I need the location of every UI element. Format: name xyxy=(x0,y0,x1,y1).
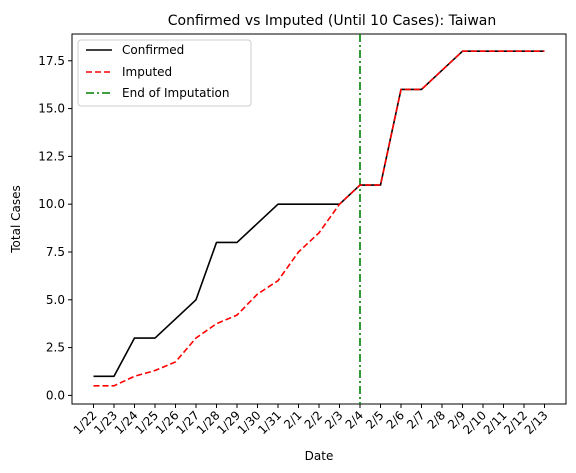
x-tick-label: 1/31 xyxy=(255,408,284,437)
x-tick-label: 2/2 xyxy=(302,408,326,432)
x-tick-label: 2/8 xyxy=(425,408,449,432)
y-tick-label: 12.5 xyxy=(38,149,65,163)
legend-label-confirmed: Confirmed xyxy=(122,43,184,57)
y-axis-title: Total Cases xyxy=(9,185,23,253)
y-tick-label: 15.0 xyxy=(38,102,65,116)
x-tick-label: 2/13 xyxy=(522,408,551,437)
x-tick-label: 2/5 xyxy=(363,408,387,432)
chart-title: Confirmed vs Imputed (Until 10 Cases): T… xyxy=(168,13,496,29)
series-layer xyxy=(93,34,545,404)
y-tick-label: 17.5 xyxy=(38,54,65,68)
y-tick-label: 0.0 xyxy=(46,388,65,402)
x-tick-label: 2/6 xyxy=(384,408,408,432)
legend-label-end-of-imputation: End of Imputation xyxy=(122,86,230,100)
x-axis-title: Date xyxy=(305,449,334,463)
x-tick-label: 2/4 xyxy=(343,408,367,432)
y-tick-label: 5.0 xyxy=(46,293,65,307)
series-line-confirmed xyxy=(93,50,545,378)
legend: Confirmed Imputed End of Imputation xyxy=(77,39,252,107)
x-axis: 1/221/231/241/251/261/271/281/291/301/31… xyxy=(71,404,551,437)
y-tick-label: 10.0 xyxy=(38,197,65,211)
x-tick-label: 2/1 xyxy=(281,408,305,432)
series-line-imputed xyxy=(93,50,545,387)
y-tick-label: 7.5 xyxy=(46,245,65,259)
legend-box xyxy=(77,39,252,107)
legend-label-imputed: Imputed xyxy=(122,65,172,79)
y-tick-label: 2.5 xyxy=(46,341,65,355)
x-tick-label: 2/7 xyxy=(404,408,428,432)
y-axis: 0.0 2.5 5.0 7.5 10.0 12.5 15.0 17.5 xyxy=(38,54,72,402)
x-tick-label: 2/3 xyxy=(322,408,346,432)
